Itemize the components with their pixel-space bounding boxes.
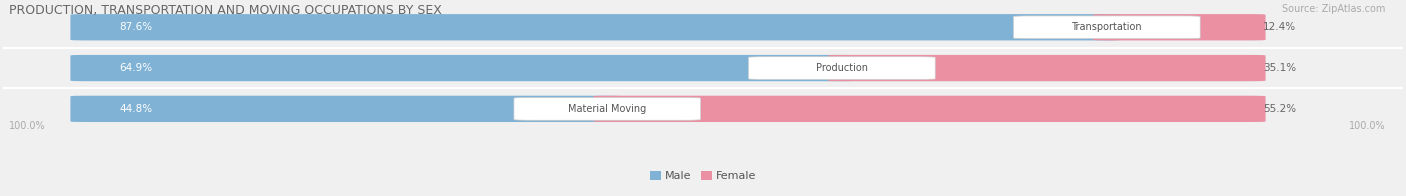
Legend: Male, Female: Male, Female xyxy=(645,166,761,186)
FancyBboxPatch shape xyxy=(828,55,1265,81)
Text: PRODUCTION, TRANSPORTATION AND MOVING OCCUPATIONS BY SEX: PRODUCTION, TRANSPORTATION AND MOVING OC… xyxy=(8,4,441,17)
FancyBboxPatch shape xyxy=(1092,14,1265,40)
Text: 44.8%: 44.8% xyxy=(120,104,153,114)
FancyBboxPatch shape xyxy=(1014,16,1201,39)
FancyBboxPatch shape xyxy=(70,14,1121,40)
FancyBboxPatch shape xyxy=(593,96,1265,122)
FancyBboxPatch shape xyxy=(748,57,935,79)
FancyBboxPatch shape xyxy=(515,97,700,120)
FancyBboxPatch shape xyxy=(70,96,621,122)
Text: 55.2%: 55.2% xyxy=(1263,104,1296,114)
Text: 100.0%: 100.0% xyxy=(8,121,45,131)
Text: 87.6%: 87.6% xyxy=(120,22,153,32)
Text: Source: ZipAtlas.com: Source: ZipAtlas.com xyxy=(1282,4,1386,14)
Text: Transportation: Transportation xyxy=(1071,22,1142,32)
Text: Production: Production xyxy=(815,63,868,73)
FancyBboxPatch shape xyxy=(70,14,1265,40)
FancyBboxPatch shape xyxy=(70,55,1265,81)
FancyBboxPatch shape xyxy=(70,96,1265,122)
Text: 35.1%: 35.1% xyxy=(1263,63,1296,73)
Text: 100.0%: 100.0% xyxy=(1350,121,1386,131)
Text: 64.9%: 64.9% xyxy=(120,63,153,73)
Text: Material Moving: Material Moving xyxy=(568,104,647,114)
Text: 12.4%: 12.4% xyxy=(1263,22,1296,32)
FancyBboxPatch shape xyxy=(70,55,856,81)
